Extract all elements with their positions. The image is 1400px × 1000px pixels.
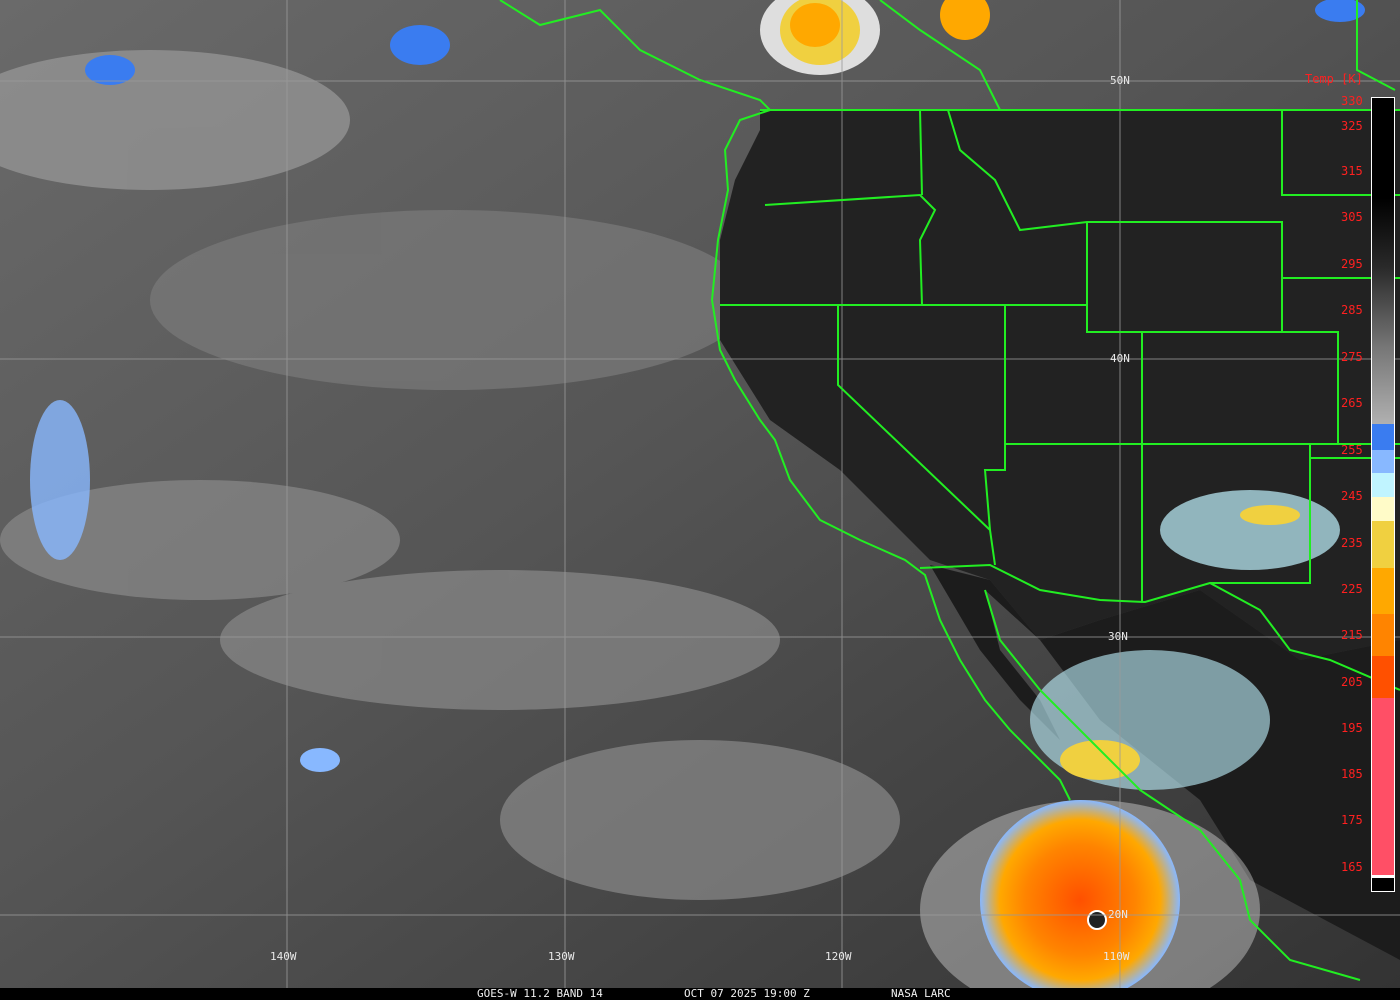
lat-label-30n: 30N xyxy=(1108,630,1128,643)
coastline xyxy=(710,109,1071,801)
political-boundaries xyxy=(499,0,1400,981)
colorbar-label: 265 xyxy=(1341,396,1363,410)
colorbar-label: 225 xyxy=(1341,582,1363,596)
colorbar-label: 245 xyxy=(1341,489,1363,503)
colorbar-label: 255 xyxy=(1341,443,1363,457)
caption-credit: NASA LARC xyxy=(891,987,951,1000)
temperature-colorbar xyxy=(1371,97,1395,892)
colorbar-label: 195 xyxy=(1341,721,1363,735)
gulf-coastline xyxy=(984,589,1361,981)
hurricane xyxy=(920,800,1260,988)
lon-label-110w: 110W xyxy=(1103,950,1130,963)
colorbar-label: 315 xyxy=(1341,164,1363,178)
hurricane-eye xyxy=(1087,910,1107,930)
caption-bar: GOES-W 11.2 BAND 14 OCT 07 2025 19:00 Z … xyxy=(0,988,1400,1000)
colorbar-label: 325 xyxy=(1341,119,1363,133)
colorbar-label: 305 xyxy=(1341,210,1363,224)
lon-label-140w: 140W xyxy=(270,950,297,963)
lon-label-130w: 130W xyxy=(548,950,575,963)
lat-label-20n: 20N xyxy=(1108,908,1128,921)
colorbar-label: 205 xyxy=(1341,675,1363,689)
caption-datetime: OCT 07 2025 19:00 Z xyxy=(684,987,810,1000)
caption-source: GOES-W 11.2 BAND 14 xyxy=(477,987,603,1000)
colorbar-label: 275 xyxy=(1341,350,1363,364)
lon-label-120w: 120W xyxy=(825,950,852,963)
colorbar-label: 215 xyxy=(1341,628,1363,642)
colorbar-label: 185 xyxy=(1341,767,1363,781)
cloud-color-patches xyxy=(30,0,1365,790)
cloud-fields xyxy=(0,50,900,900)
colorbar-label: 295 xyxy=(1341,257,1363,271)
colorbar-label: 235 xyxy=(1341,536,1363,550)
mexico-border xyxy=(919,563,1400,691)
colorbar-title: Temp [K] xyxy=(1305,72,1363,86)
lat-label-40n: 40N xyxy=(1110,352,1130,365)
lat-label-50n: 50N xyxy=(1110,74,1130,87)
colorbar-label: 175 xyxy=(1341,813,1363,827)
colorbar-label: 285 xyxy=(1341,303,1363,317)
colorbar-label: 330 xyxy=(1341,94,1363,108)
colorbar-label: 165 xyxy=(1341,860,1363,874)
